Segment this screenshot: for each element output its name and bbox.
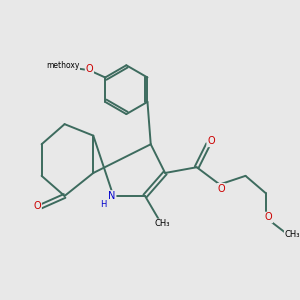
- Text: O: O: [85, 64, 93, 74]
- Text: methoxy: methoxy: [46, 61, 80, 70]
- Text: O: O: [34, 201, 41, 211]
- Text: CH₃: CH₃: [285, 230, 300, 239]
- Text: H: H: [100, 200, 106, 209]
- Text: CH₃: CH₃: [154, 219, 170, 228]
- Text: N: N: [108, 191, 116, 201]
- Text: O: O: [217, 184, 225, 194]
- Text: O: O: [207, 136, 215, 146]
- Text: O: O: [265, 212, 272, 223]
